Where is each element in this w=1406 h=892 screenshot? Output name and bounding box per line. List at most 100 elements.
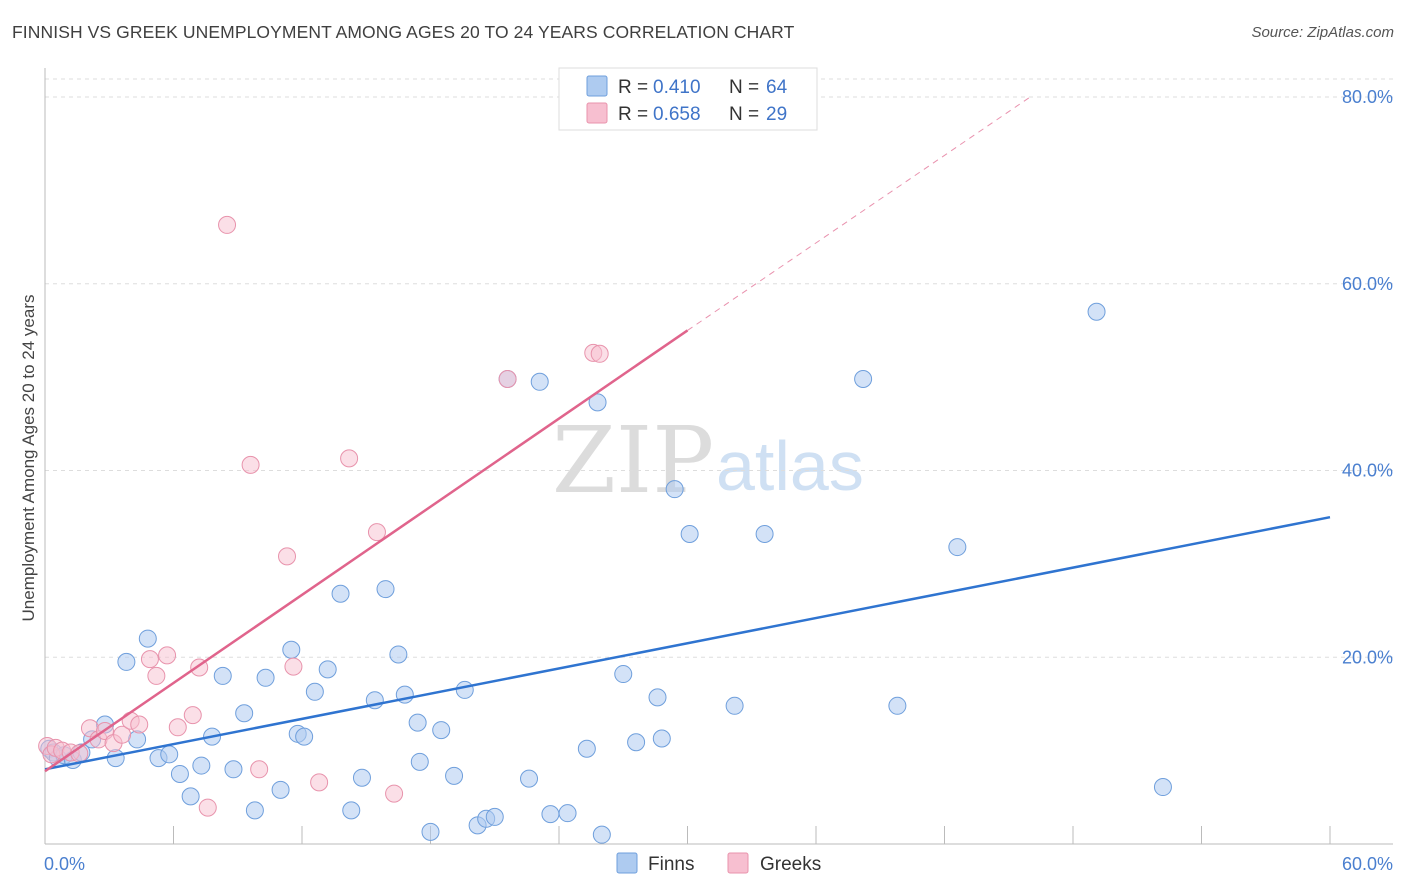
finns-point: [755, 524, 774, 543]
finns-point: [485, 807, 504, 826]
legend-greeks-swatch: [586, 102, 608, 124]
greeks-point: [385, 784, 404, 803]
finns-point: [224, 760, 243, 779]
finns-point: [558, 804, 577, 823]
y-tick-label: 40.0%: [1342, 461, 1393, 481]
finns-point: [592, 825, 611, 844]
finns-point: [614, 665, 633, 684]
finns-point: [541, 805, 560, 824]
finns-point: [577, 739, 596, 758]
finns-point: [305, 682, 324, 701]
finns-point: [181, 787, 200, 806]
finns-point: [160, 745, 179, 764]
finns-point: [652, 729, 671, 748]
finns-point: [256, 668, 275, 687]
greeks-point: [158, 646, 177, 665]
y-tick-labels: 20.0% 40.0% 60.0% 80.0%: [1342, 87, 1393, 667]
greeks-trend-line: [44, 329, 689, 773]
greeks-points: [38, 215, 609, 817]
y-tick-label: 60.0%: [1342, 274, 1393, 294]
x-tick-labels: 0.0% 60.0%: [44, 854, 1393, 874]
greeks-point: [113, 725, 132, 744]
y-axis-title: Unemployment Among Ages 20 to 24 years: [19, 295, 38, 622]
chart-title: FINNISH VS GREEK UNEMPLOYMENT AMONG AGES…: [12, 22, 795, 42]
legend-top: R = 0.410 N = 64 R = 0.658 N = 29: [558, 67, 818, 131]
y-tick-label: 20.0%: [1342, 647, 1393, 667]
finns-point: [854, 369, 873, 388]
finns-point: [342, 801, 361, 820]
finns-point: [627, 733, 646, 752]
legend-greeks-r-value: 0.658: [653, 104, 701, 125]
finns-point: [376, 580, 395, 599]
finns-point: [128, 730, 147, 749]
grid-lines: [45, 78, 1393, 658]
finns-point: [117, 652, 136, 671]
finns-point: [271, 780, 290, 799]
greeks-point: [147, 666, 166, 685]
legend-bottom-finns-label: Finns: [648, 854, 694, 875]
finns-point: [665, 480, 684, 499]
x-tick-label: 0.0%: [44, 854, 85, 874]
greeks-point: [278, 547, 297, 566]
legend-finns-r-label: R =: [618, 77, 648, 98]
watermark-atlas: atlas: [716, 427, 864, 505]
finns-point: [138, 629, 157, 648]
chart-source: Source: ZipAtlas.com: [1251, 24, 1394, 41]
finns-points: [40, 302, 1172, 844]
greeks-point: [590, 344, 609, 363]
watermark-zip: ZIP: [552, 407, 714, 514]
finns-point: [1087, 302, 1106, 321]
legend-bottom-finns-swatch: [616, 852, 638, 874]
finns-point: [421, 822, 440, 841]
finns-point: [432, 721, 451, 740]
greeks-point: [284, 657, 303, 676]
greeks-point: [140, 650, 159, 669]
finns-point: [282, 640, 301, 659]
finns-point: [389, 645, 408, 664]
legend-greeks-r-label: R =: [618, 104, 648, 125]
finns-point: [1153, 778, 1172, 797]
greeks-point: [183, 706, 202, 725]
finns-point: [948, 538, 967, 557]
greeks-point: [498, 369, 517, 388]
finns-point: [331, 584, 350, 603]
legend-finns-n-label: N =: [729, 77, 759, 98]
finns-point: [408, 713, 427, 732]
legend-bottom: Finns Greeks: [616, 852, 821, 875]
greeks-point: [340, 449, 359, 468]
legend-finns-n-value: 64: [766, 77, 788, 98]
finns-point: [725, 696, 744, 715]
y-tick-label: 80.0%: [1342, 87, 1393, 107]
greeks-point: [367, 523, 386, 542]
greeks-point: [310, 773, 329, 792]
legend-bottom-greeks-swatch: [727, 852, 749, 874]
finns-point: [235, 704, 254, 723]
greeks-point: [241, 455, 260, 474]
finns-point: [455, 680, 474, 699]
legend-finns-r-value: 0.410: [653, 77, 701, 98]
finns-point: [410, 752, 429, 771]
x-tick-label: 60.0%: [1342, 854, 1393, 874]
finns-point: [213, 666, 232, 685]
greeks-point: [130, 715, 149, 734]
finns-point: [318, 660, 337, 679]
legend-greeks-n-label: N =: [729, 104, 759, 125]
legend-finns-swatch: [586, 75, 608, 97]
finns-point: [520, 769, 539, 788]
finns-point: [588, 393, 607, 412]
finns-point: [295, 727, 314, 746]
finns-point: [530, 372, 549, 391]
finns-point: [352, 768, 371, 787]
greeks-point: [218, 215, 237, 234]
greeks-point: [198, 798, 217, 817]
finns-point: [445, 766, 464, 785]
finns-point: [648, 688, 667, 707]
finns-point: [888, 696, 907, 715]
finns-point: [106, 749, 125, 768]
greeks-trend-extension: [687, 96, 1031, 331]
finns-point: [170, 764, 189, 783]
greeks-point: [250, 760, 269, 779]
finns-point: [245, 801, 264, 820]
finns-trend-line: [44, 515, 1331, 771]
finns-point: [680, 524, 699, 543]
